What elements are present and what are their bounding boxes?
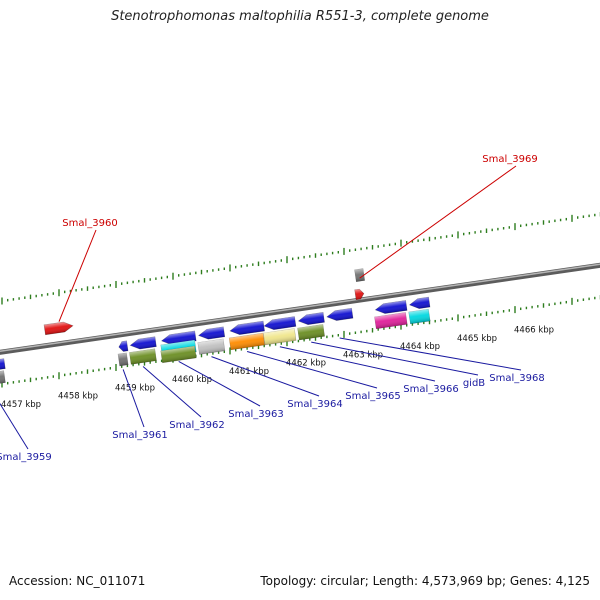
- gene-smal_3965[interactable]: [229, 320, 265, 336]
- feature-gidb[interactable]: [297, 324, 325, 341]
- gene-label-smal_3961[interactable]: Smal_3961: [112, 430, 167, 441]
- tick-label: 4459 kbp: [115, 383, 155, 393]
- gene-label-smal_3960[interactable]: Smal_3960: [62, 218, 117, 229]
- feature-unnamed-12[interactable]: [408, 308, 431, 325]
- tick-label: 4463 kbp: [343, 350, 383, 360]
- label-leader-line: [211, 356, 320, 397]
- gene-label-smal_3966[interactable]: Smal_3966: [403, 384, 458, 395]
- feature-unnamed-11[interactable]: [374, 312, 408, 330]
- label-leader-line: [122, 369, 145, 428]
- genome-summary-text: Topology: circular; Length: 4,573,969 bp…: [260, 574, 590, 588]
- gene-gidb[interactable]: [297, 312, 325, 326]
- tick-label: 4464 kbp: [400, 342, 440, 352]
- feature2-smal_3963[interactable]: [160, 345, 197, 364]
- gene-smal_3961[interactable]: [118, 340, 129, 352]
- gene-smal_3968[interactable]: [326, 307, 354, 322]
- label-leader-line: [311, 341, 479, 376]
- tick-label: 4461 kbp: [229, 367, 269, 377]
- gene-label-smal_3969[interactable]: Smal_3969: [482, 154, 537, 165]
- gene-label-smal_3963[interactable]: Smal_3963: [228, 409, 283, 420]
- gene-smal_3962[interactable]: [129, 336, 157, 351]
- gene-smal_3964[interactable]: [198, 326, 226, 341]
- map-title: Stenotrophomonas maltophilia R551-3, com…: [111, 9, 489, 24]
- gene-smal_3969[interactable]: [354, 288, 365, 301]
- feature-smal_3961[interactable]: [117, 352, 129, 367]
- gene-unnamed-12[interactable]: [408, 296, 431, 310]
- feature-smal_3969[interactable]: [354, 268, 366, 282]
- gene-smal_3959[interactable]: [0, 358, 6, 373]
- label-leader-line: [279, 346, 436, 382]
- label-leader-line: [58, 229, 97, 322]
- gene-unnamed-11[interactable]: [374, 300, 408, 314]
- tick-label: 4458 kbp: [58, 392, 98, 402]
- tick-label: 4457 kbp: [1, 400, 41, 410]
- accession-text: Accession: NC_011071: [9, 574, 146, 588]
- gene-label-smal_3959[interactable]: Smal_3959: [0, 452, 52, 463]
- feature-smal_3962[interactable]: [129, 348, 157, 365]
- label-leader-line: [142, 366, 202, 418]
- tick-label: 4466 kbp: [514, 326, 554, 336]
- label-leader-line: [0, 402, 29, 450]
- gene-label-smal_3962[interactable]: Smal_3962: [169, 420, 224, 431]
- gene-smal_3960[interactable]: [43, 321, 74, 336]
- tick-label: 4465 kbp: [457, 334, 497, 344]
- backbone-highlight: [0, 263, 600, 353]
- label-layer: 4457 kbp 4458 kbp 4459 kbp 4460 kbp 4461 kbp…: [0, 154, 554, 463]
- feature-smal_3964[interactable]: [197, 338, 226, 355]
- label-leader-line: [178, 360, 261, 407]
- tick-label: 4462 kbp: [286, 359, 326, 369]
- feature-smal_3965[interactable]: [228, 332, 265, 351]
- feature-smal_3966[interactable]: [263, 328, 297, 346]
- backbone-layer: [0, 262, 600, 355]
- gene-layer[interactable]: [0, 268, 431, 387]
- backbone: [0, 262, 600, 355]
- label-leader-line: [246, 350, 378, 389]
- label-leader-line: [339, 337, 522, 371]
- label-leader-line: [359, 165, 517, 279]
- gene-label-gidb[interactable]: gidB: [463, 378, 485, 389]
- gene-label-smal_3968[interactable]: Smal_3968: [489, 373, 544, 384]
- gene-smal_3966[interactable]: [263, 316, 297, 331]
- tick-label: 4460 kbp: [172, 375, 212, 385]
- gene-label-smal_3965[interactable]: Smal_3965: [345, 391, 400, 402]
- feature-smal_3959[interactable]: [0, 370, 6, 387]
- gene-label-smal_3964[interactable]: Smal_3964: [287, 399, 342, 410]
